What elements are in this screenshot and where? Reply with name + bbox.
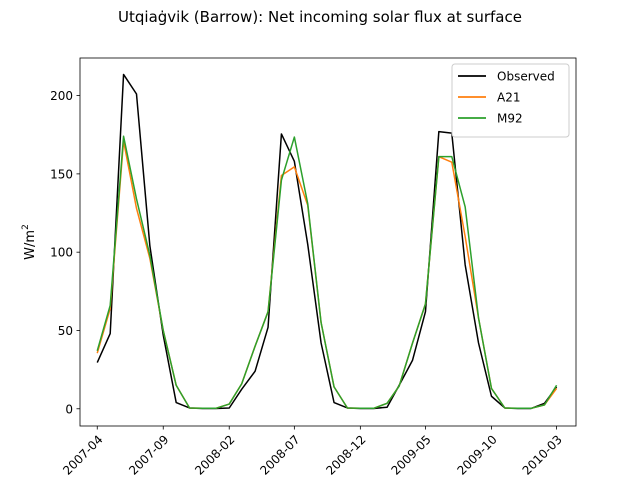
x-tick-label: 2009-05 bbox=[388, 432, 433, 477]
y-axis-label-superscript: 2 bbox=[21, 224, 31, 230]
x-tick-label: 2008-07 bbox=[257, 432, 302, 477]
series-line-observed bbox=[96, 73, 558, 410]
x-tick-label: 2008-12 bbox=[323, 432, 368, 477]
legend-label-m92: M92 bbox=[497, 112, 523, 126]
x-tick-label: 2007-04 bbox=[60, 432, 105, 477]
series-layer bbox=[96, 73, 558, 410]
x-axis: 2007-04 2007-09 2008-02 2008-07 2008-12 2009-… bbox=[60, 426, 565, 478]
series-line-m92 bbox=[96, 135, 558, 410]
y-tick-label: 200 bbox=[50, 89, 73, 103]
plot-frame bbox=[79, 57, 577, 427]
y-tick-label: 0 bbox=[65, 402, 73, 416]
x-tick-label: 2007-09 bbox=[126, 432, 171, 477]
legend-label-observed: Observed bbox=[497, 70, 555, 84]
chart-title: Utqiaġvik (Barrow): Net incoming solar f… bbox=[118, 8, 522, 26]
legend: Observed A21 M92 bbox=[451, 63, 570, 138]
y-axis-label: W/m2 bbox=[21, 224, 38, 260]
x-tick-label: 2010-03 bbox=[520, 432, 565, 477]
y-tick-label: 100 bbox=[50, 246, 73, 260]
legend-label-a21: A21 bbox=[497, 91, 520, 105]
y-axis-label-text: W/m bbox=[23, 230, 38, 260]
y-axis: 0 50 100 150 200 bbox=[50, 89, 80, 416]
x-tick-label: 2008-02 bbox=[192, 432, 237, 477]
y-tick-label: 50 bbox=[58, 324, 73, 338]
x-tick-label: 2009-10 bbox=[454, 432, 499, 477]
y-tick-label: 150 bbox=[50, 167, 73, 181]
